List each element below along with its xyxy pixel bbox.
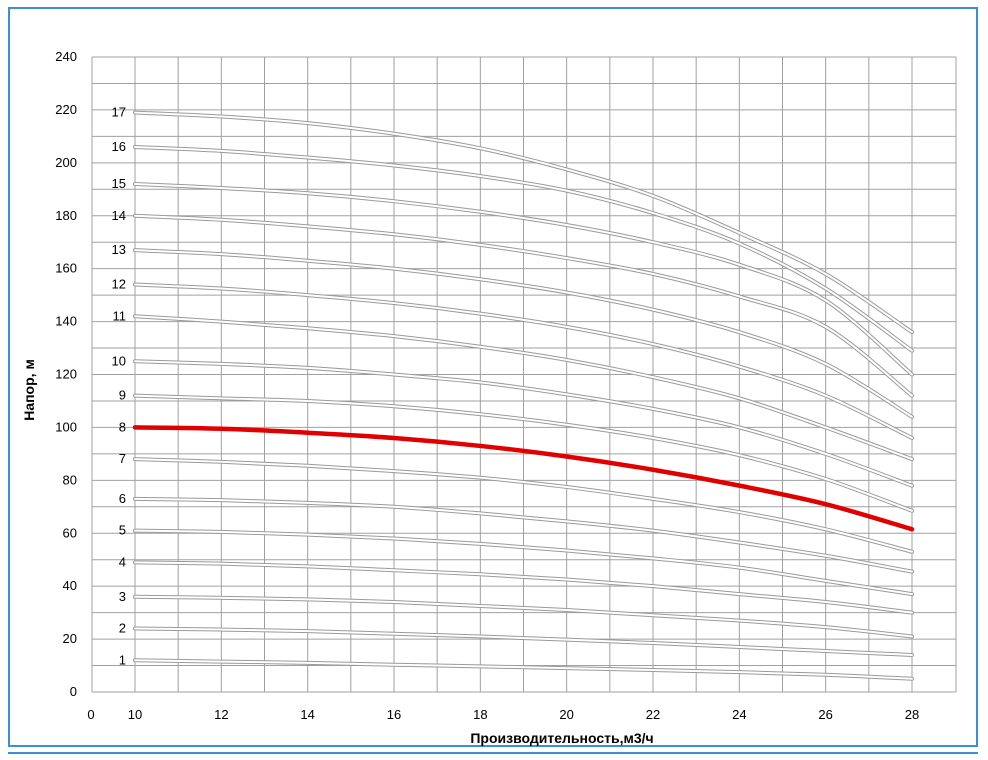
y-tick-label: 160 [55,261,77,276]
curve-label-14: 14 [112,208,126,223]
curve-label-9: 9 [119,388,126,403]
x-tick-label: 14 [300,707,314,722]
curve-label-8: 8 [119,419,126,434]
performance-curves [132,110,915,681]
y-tick-label: 220 [55,102,77,117]
curve-label-17: 17 [112,105,126,120]
curve-16 [134,145,913,352]
curve-12 [134,283,913,439]
curve-label-3: 3 [119,589,126,604]
curve-5 [134,529,913,596]
curve-label-1: 1 [119,652,126,667]
x-tick-label: 10 [128,707,142,722]
y-tick-label: 120 [55,367,77,382]
x-tick-label: 28 [905,707,919,722]
grid [91,56,957,693]
y-axis-title: Напор, м [21,359,37,421]
y-tick-label: 0 [70,684,77,699]
curve-13 [134,249,913,418]
curve-15 [134,183,913,376]
curve-label-7: 7 [119,451,126,466]
x-tick-label: 26 [818,707,832,722]
curve-2 [134,627,913,656]
curve-10 [134,360,913,487]
y-tick-label: 80 [63,472,77,487]
curve-label-16: 16 [112,139,126,154]
curve-7 [134,458,913,553]
x-tick-label: 16 [387,707,401,722]
curve-11 [134,315,913,461]
curve-14 [134,214,913,397]
curve-6 [134,497,913,573]
x-tick-label: 12 [214,707,228,722]
y-tick-label: 240 [55,49,77,64]
y-tick-label: 40 [63,578,77,593]
y-tick-label: 200 [55,155,77,170]
curve-label-6: 6 [119,491,126,506]
curve-9 [134,394,913,512]
curve-label-12: 12 [112,277,126,292]
y-tick-label: 180 [55,208,77,223]
chart-frame [8,7,978,747]
curve-8-highlighted [132,425,915,532]
bottom-rule [8,752,978,754]
curve-label-4: 4 [119,554,126,569]
curve-label-10: 10 [112,353,126,368]
curve-label-13: 13 [112,242,126,257]
x-tick-label: 22 [646,707,660,722]
x-tick-label: 24 [732,707,746,722]
y-tick-label: 140 [55,314,77,329]
curve-label-15: 15 [112,176,126,191]
y-tick-label: 100 [55,419,77,434]
curve-label-2: 2 [119,621,126,636]
curve-4 [134,561,913,614]
y-tick-label: 60 [63,525,77,540]
curve-label-5: 5 [119,523,126,538]
x-tick-label: 0 [87,707,94,722]
curve-3 [134,595,913,638]
y-tick-label: 20 [63,631,77,646]
x-tick-label: 20 [559,707,573,722]
curve-1 [134,659,913,680]
curve-17 [134,111,913,334]
x-tick-label: 18 [473,707,487,722]
curve-label-11: 11 [113,308,127,323]
x-axis-title: Производительность,м3/ч [470,730,653,746]
